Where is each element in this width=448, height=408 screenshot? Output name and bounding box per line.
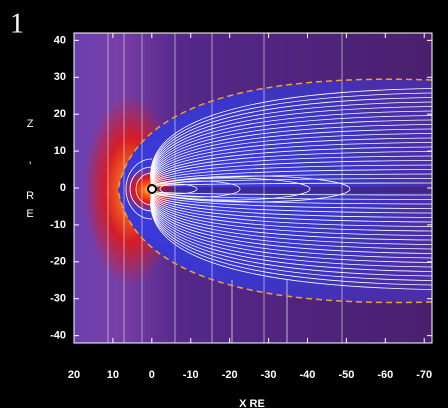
- field-line: [151, 155, 432, 188]
- x-tick-label: -70: [416, 369, 432, 381]
- field-line: [150, 110, 432, 188]
- field-line: [150, 190, 432, 277]
- x-tick-label: 0: [149, 369, 155, 381]
- field-line: [151, 164, 432, 188]
- y-tick-label: -10: [50, 219, 66, 231]
- field-line: [150, 190, 432, 254]
- field-line: [150, 190, 432, 263]
- dayside-loop: [125, 158, 153, 220]
- field-line: [151, 169, 432, 188]
- field-line: [150, 133, 432, 188]
- x-tick-label: -40: [300, 369, 316, 381]
- y-axis-label: Z , RE: [24, 118, 36, 226]
- field-line: [150, 88, 432, 188]
- plot-area: [74, 33, 432, 343]
- field-line: [151, 190, 432, 241]
- field-line: [150, 190, 432, 245]
- field-line: [150, 190, 432, 268]
- dayside-loop: [135, 172, 153, 206]
- field-line: [151, 190, 432, 205]
- y-tick-label: 0: [60, 182, 66, 194]
- y-tick-label: -40: [50, 330, 66, 342]
- field-line: [150, 97, 432, 188]
- field-line: [150, 190, 432, 286]
- field-line: [151, 190, 432, 209]
- y-tick-label: 40: [54, 34, 66, 46]
- field-line: [150, 106, 432, 188]
- field-line: [150, 115, 432, 188]
- field-line: [151, 151, 432, 188]
- field-line: [150, 119, 432, 188]
- x-tick-label: 10: [107, 369, 119, 381]
- x-tick-label: -10: [183, 369, 199, 381]
- field-line: [151, 160, 432, 188]
- y-tick-label: 20: [54, 108, 66, 120]
- field-line: [150, 190, 432, 281]
- field-line: [151, 173, 432, 188]
- closed-field-line: [159, 180, 241, 198]
- field-line: [150, 190, 432, 290]
- y-tick-label: 30: [54, 71, 66, 83]
- field-line: [150, 190, 432, 250]
- x-tick-label: -30: [261, 369, 277, 381]
- field-line: [151, 146, 432, 188]
- magnetopause: [117, 189, 432, 304]
- field-line: [151, 190, 432, 214]
- x-tick-label: -60: [377, 369, 393, 381]
- x-tick-label: -50: [338, 369, 354, 381]
- field-line: [151, 190, 432, 236]
- y-tick-label: -20: [50, 256, 66, 268]
- magnetopause: [117, 78, 432, 191]
- field-line: [151, 137, 432, 188]
- field-line: [150, 92, 432, 188]
- panel-label: 1: [10, 8, 24, 39]
- x-tick-label: -20: [222, 369, 238, 381]
- field-line: [150, 190, 432, 272]
- dayside-loop: [129, 166, 153, 212]
- x-axis-label: X RE: [239, 398, 265, 408]
- field-line: [151, 190, 432, 218]
- y-tick-label: -30: [50, 293, 66, 305]
- y-tick-label: 10: [54, 145, 66, 157]
- current-sheet: [150, 187, 432, 193]
- field-line: [150, 190, 432, 259]
- field-line: [150, 128, 432, 188]
- field-line: [150, 124, 432, 188]
- field-line: [150, 101, 432, 188]
- field-line: [151, 190, 432, 232]
- earth: [147, 184, 157, 194]
- field-line: [151, 190, 432, 227]
- field-line: [151, 142, 432, 188]
- x-tick-label: 20: [68, 369, 80, 381]
- field-line: [151, 190, 432, 223]
